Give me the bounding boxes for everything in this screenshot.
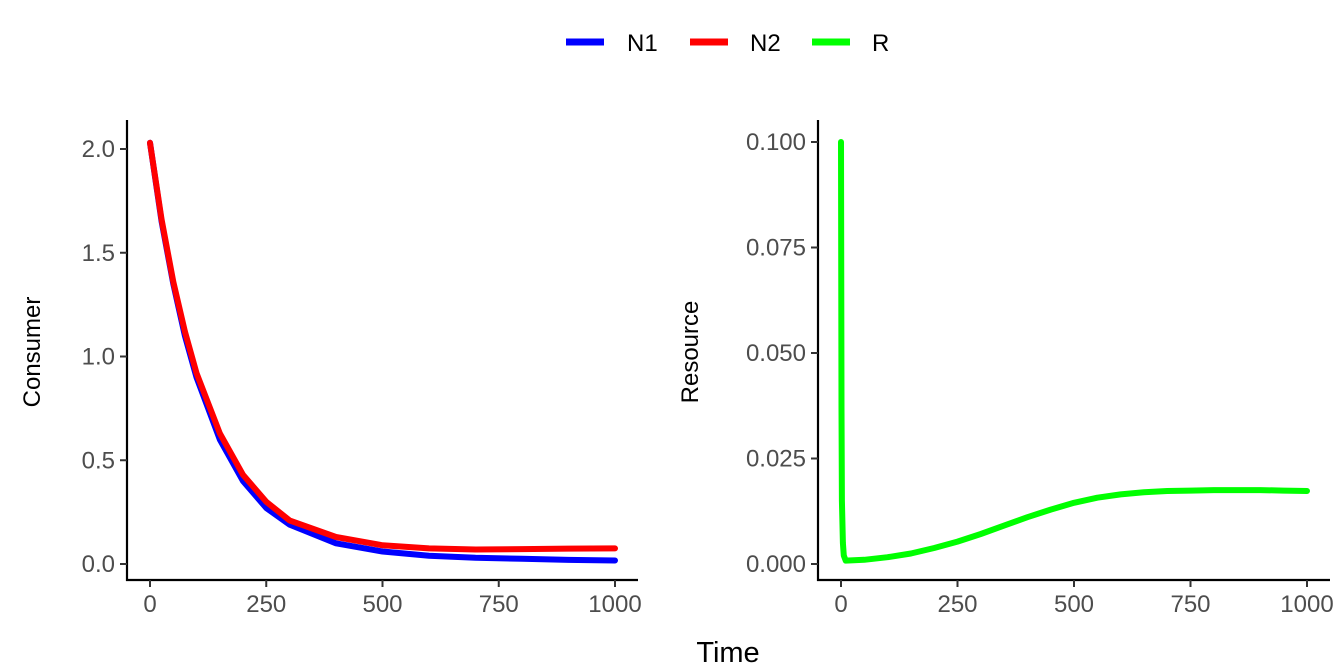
series-line-r — [838, 139, 1310, 564]
x-tick-label: 250 — [246, 591, 286, 618]
x-tick-label: 0 — [834, 591, 847, 618]
consumer-panel: 0.0 0.5 1.0 1.5 2.0 0 250 500 750 1000 Consumer — [19, 120, 642, 618]
series-line-n2 — [147, 139, 618, 553]
y-tick-label: 2.0 — [82, 136, 115, 163]
y-tick-label: 0.5 — [82, 447, 115, 474]
x-axis-title: Time — [696, 637, 759, 669]
y-tick-label: 0.025 — [746, 446, 806, 473]
legend: N1 N2 R — [566, 30, 889, 57]
resource-panel: 0.000 0.025 0.050 0.075 0.100 0 250 500 750 1000 R… — [677, 120, 1334, 618]
x-tick-label: 500 — [362, 591, 402, 618]
x-tick-label: 750 — [1170, 591, 1210, 618]
y-tick-label: 1.5 — [82, 240, 115, 267]
legend-label-n2: N2 — [750, 30, 781, 57]
y-tick-label: 0.075 — [746, 235, 806, 262]
x-tick-label: 1000 — [588, 591, 641, 618]
x-tick-label: 0 — [143, 591, 156, 618]
y-tick-label: 0.050 — [746, 340, 806, 367]
x-tick-label: 250 — [937, 591, 977, 618]
x-tick-label: 1000 — [1280, 591, 1333, 618]
x-tick-label: 750 — [479, 591, 519, 618]
y-tick-label: 1.0 — [82, 344, 115, 371]
y-tick-label: 0.0 — [82, 551, 115, 578]
y-axis-title: Resource — [677, 301, 704, 404]
legend-label-n1: N1 — [627, 30, 658, 57]
y-axis-title: Consumer — [19, 297, 46, 408]
y-tick-label: 0.000 — [746, 551, 806, 578]
series-line-n1 — [147, 139, 618, 564]
y-tick-label: 0.100 — [746, 129, 806, 156]
x-tick-label: 500 — [1054, 591, 1094, 618]
legend-label-r: R — [872, 30, 889, 57]
